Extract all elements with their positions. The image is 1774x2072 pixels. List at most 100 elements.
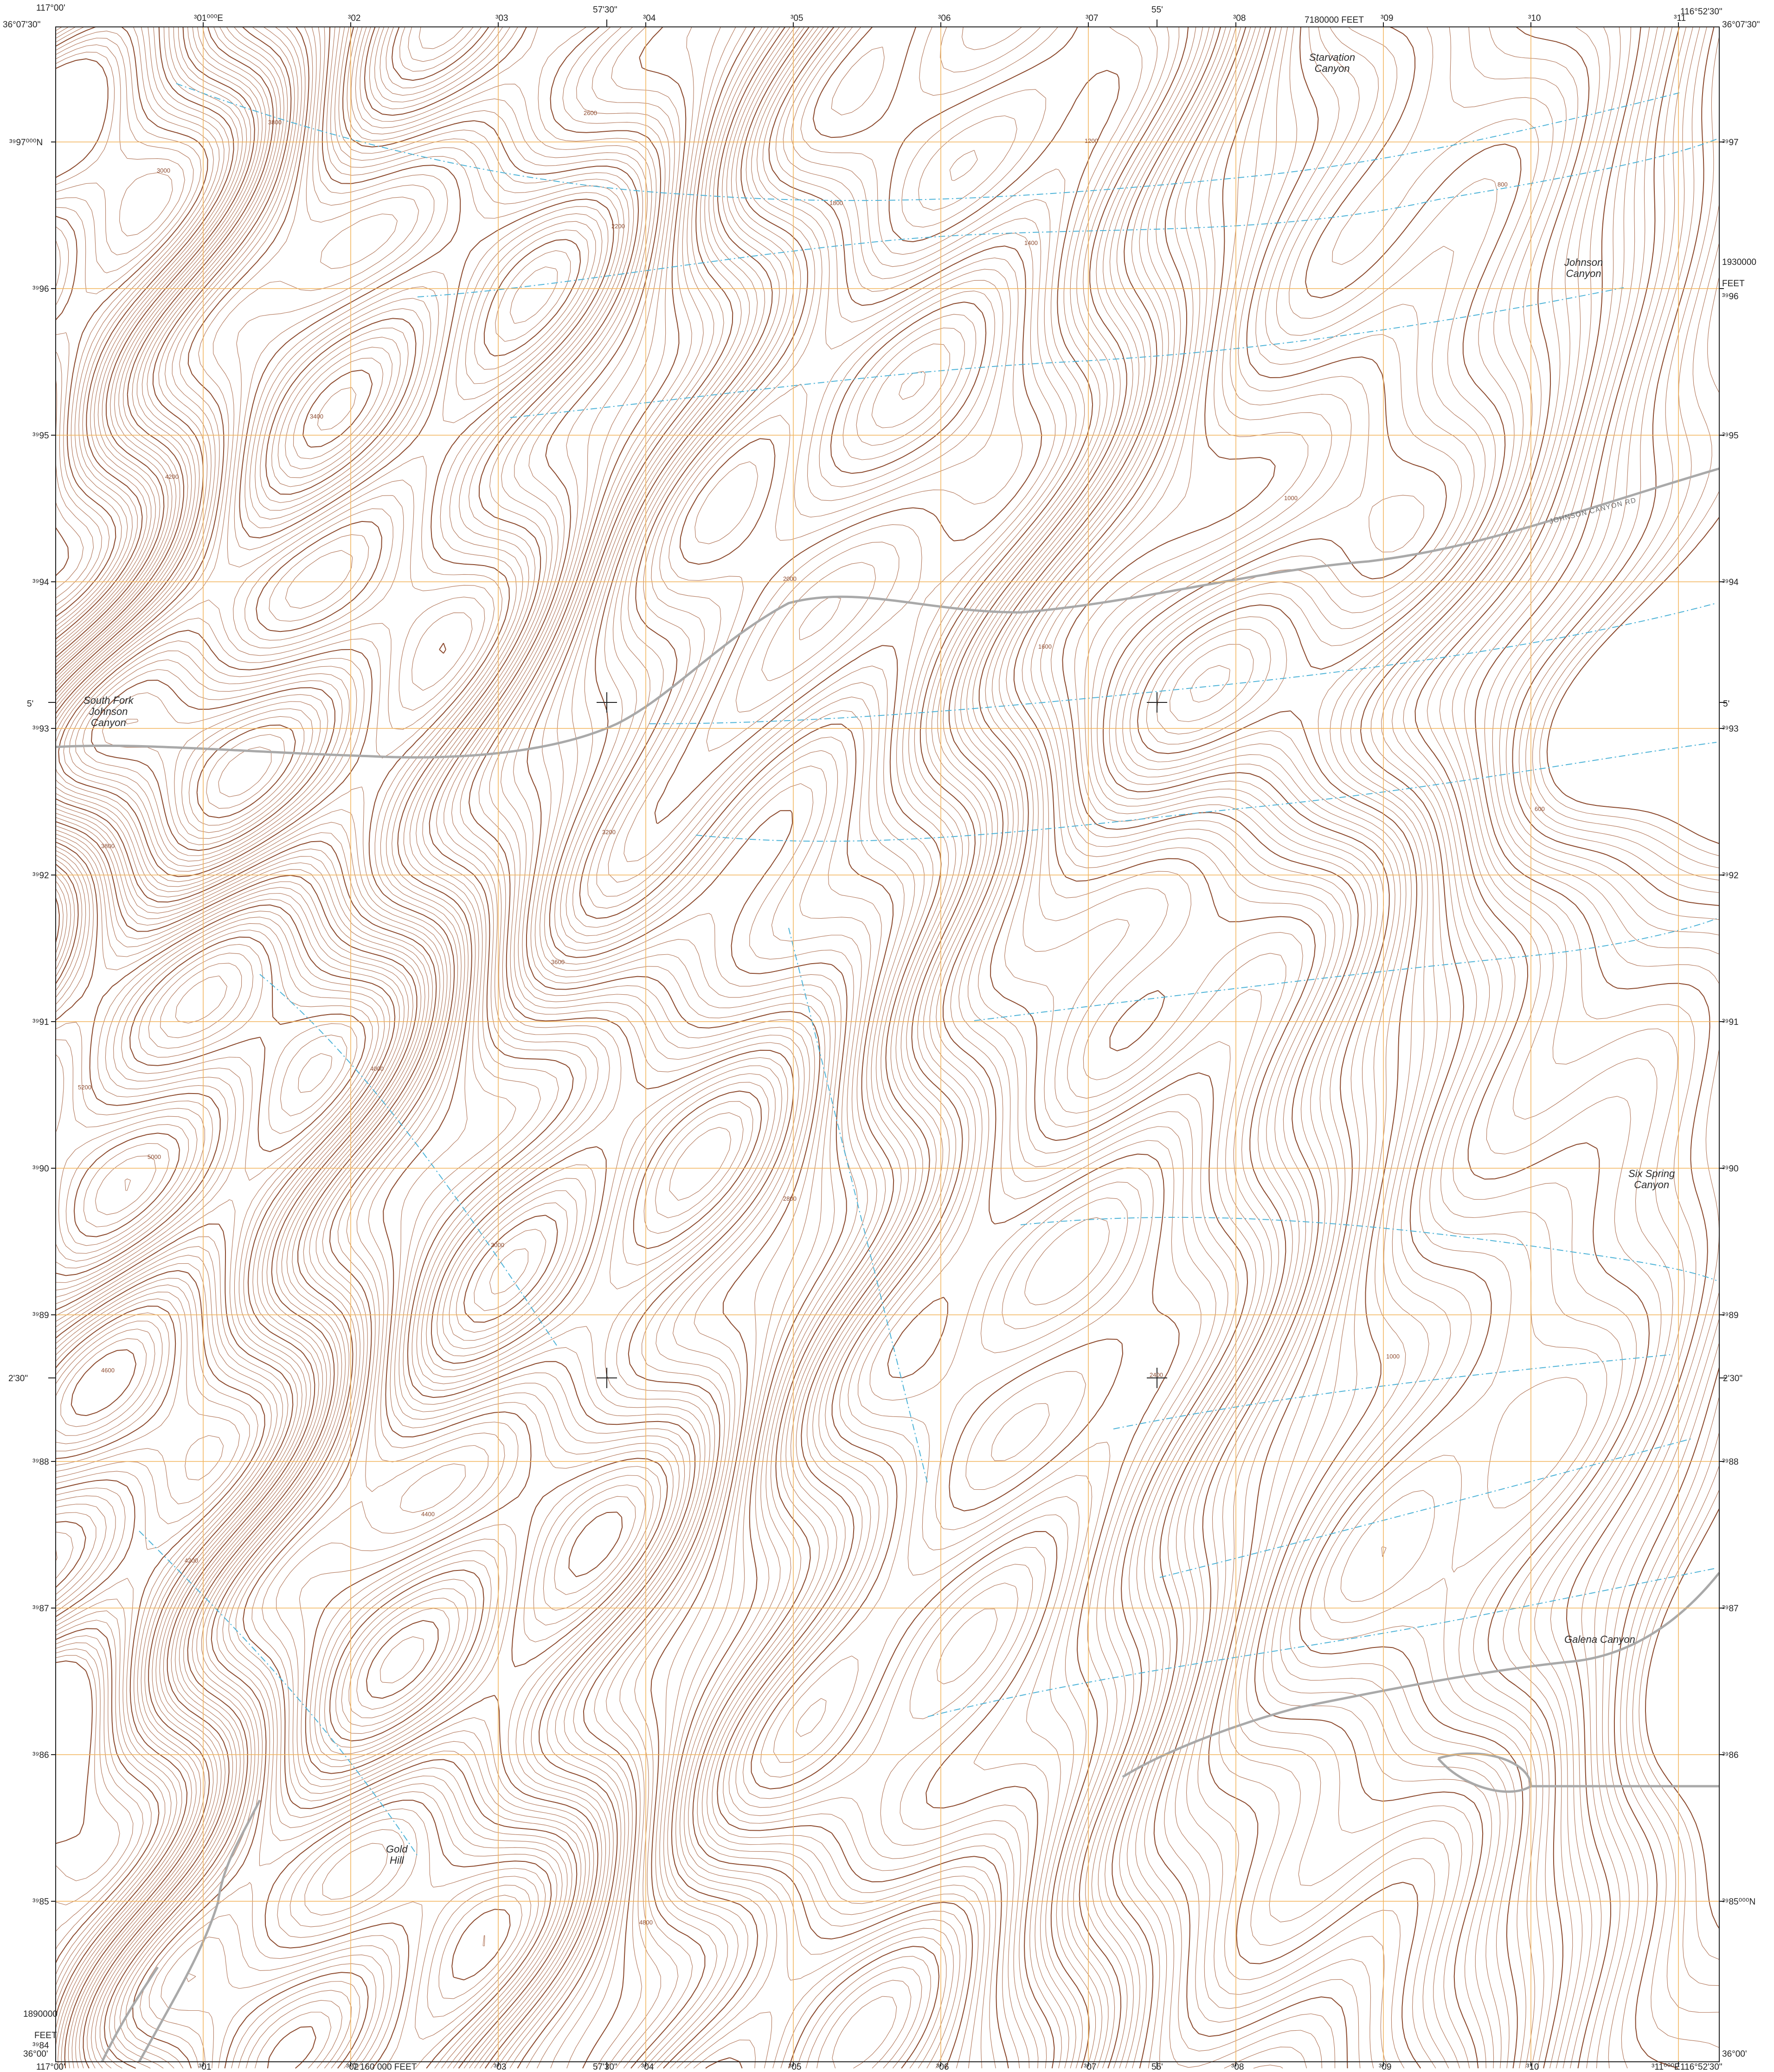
contour-line <box>1439 26 1673 2069</box>
contour-line <box>63 26 636 2069</box>
stream-line <box>417 139 1717 297</box>
contour-label: 1200 <box>1085 137 1098 144</box>
state-plane-top-feet: 7180000 FEET <box>1305 15 1364 25</box>
contour-label: 3600 <box>551 959 565 965</box>
northing-right: ³⁹91 <box>1722 1017 1739 1027</box>
contour-label: 600 <box>1535 805 1545 812</box>
contour-line <box>1512 26 1720 2069</box>
contour-line <box>1381 26 1637 2069</box>
northing-right: ³⁹95 <box>1722 431 1739 441</box>
northing-right: ³⁹85⁰⁰⁰N <box>1722 1897 1756 1907</box>
contour-line <box>796 26 1170 2069</box>
contour-line <box>1499 26 1720 2069</box>
crosshair <box>1147 1368 1167 1388</box>
contour-line <box>1109 26 1462 2069</box>
contour-label: 1800 <box>829 199 843 206</box>
lat-tick-right-5: 5' <box>1723 699 1730 709</box>
corner-top-left-lat: 36°07'30" <box>3 20 41 30</box>
easting-bottom: ³03 <box>494 2062 507 2072</box>
place-name-line: Gold <box>386 1843 408 1855</box>
contour-line <box>1130 26 1498 2069</box>
stream-line <box>1020 1216 1717 1281</box>
lon-tick-top-55: 55' <box>1151 5 1163 15</box>
lon-tick-top-5730: 57'30" <box>593 5 617 15</box>
contour-line <box>489 26 912 2069</box>
contour-line <box>1091 26 1388 2069</box>
contour-label: 1400 <box>1024 239 1038 246</box>
northing-left: ³⁹94 <box>32 578 49 587</box>
contour-label: 3000 <box>157 167 170 174</box>
contour-line <box>1013 26 1316 2069</box>
contour-line <box>1546 517 1720 1929</box>
contour-line <box>55 26 581 2069</box>
northing-right: ³⁹96 <box>1722 292 1739 302</box>
contour-line <box>694 26 1056 2069</box>
contour-line <box>408 26 805 2069</box>
northing-left: ³⁹84 <box>32 2041 49 2051</box>
contour-line <box>1040 26 1344 2069</box>
place-name-line: Galena Canyon <box>1564 1634 1635 1645</box>
contour-line <box>1414 26 1650 2069</box>
contour-label: 4200 <box>185 1557 198 1564</box>
contour-line <box>623 26 1023 2069</box>
contour-line <box>1310 26 1600 2069</box>
easting-top: ³07 <box>1086 13 1099 23</box>
utm-grid <box>56 27 1719 2062</box>
contour-line <box>544 26 931 2069</box>
northing-left: ³⁹89 <box>32 1311 49 1320</box>
crosshair-ticks <box>597 692 1167 1388</box>
contour-line <box>181 26 744 2069</box>
easting-bottom: ³04 <box>641 2062 654 2072</box>
state-plane-left-unit: FEET <box>34 2031 57 2040</box>
stream-line <box>259 974 557 1346</box>
northing-left: ³⁹87 <box>32 1604 49 1614</box>
contour-label: 4200 <box>165 473 179 480</box>
contour-line <box>55 26 409 2069</box>
contour-line <box>1030 26 1335 2069</box>
contour-label: 4400 <box>421 1511 435 1518</box>
contour-line <box>196 26 762 2069</box>
contour-line <box>348 26 782 2069</box>
northing-right: ³⁹86 <box>1722 1750 1739 1760</box>
contour-label: 2600 <box>584 109 597 116</box>
northing-left: ³⁹93 <box>32 724 49 734</box>
place-gold-hill: Gold Hill <box>386 1843 408 1866</box>
contour-line <box>654 26 1042 2069</box>
contour-label: 4800 <box>639 1919 653 1926</box>
contour-label: 5000 <box>148 1153 161 1160</box>
contour-line <box>75 26 654 2069</box>
contour-line <box>55 51 173 1881</box>
contour-line <box>379 26 799 2069</box>
state-plane-right-value: 1930000 <box>1722 257 1756 267</box>
contour-line <box>1525 204 1720 2013</box>
lat-tick-left-5: 5' <box>27 699 34 709</box>
contour-line <box>1137 26 1522 2069</box>
place-johnson-canyon: Johnson Canyon <box>1564 257 1603 279</box>
contour-line <box>751 26 1120 2069</box>
northing-right: ³⁹92 <box>1722 871 1739 881</box>
northing-right: ³⁹89 <box>1722 1311 1739 1320</box>
contour-line <box>418 26 810 2069</box>
stream-line <box>927 1568 1717 1717</box>
contour-line <box>102 26 674 2069</box>
road-line <box>101 1966 159 2063</box>
contour-line <box>1115 26 1475 2069</box>
road-line <box>55 467 1720 759</box>
contour-line <box>55 44 185 1905</box>
contour-label: 2800 <box>783 1195 797 1202</box>
contour-line <box>554 26 947 2069</box>
contour-line <box>540 26 922 2069</box>
contour-label: 4600 <box>101 1367 115 1374</box>
contour-line <box>1156 26 1554 2069</box>
contour-line <box>55 26 258 2006</box>
contour-label: 4000 <box>370 1065 384 1072</box>
contour-line <box>999 26 1286 2069</box>
contour-label: 1000 <box>1386 1353 1400 1360</box>
state-plane-right-unit: FEET <box>1722 279 1745 289</box>
contour-line <box>55 26 558 2069</box>
contour-line <box>985 26 1256 2069</box>
place-name-line: South Fork <box>84 695 134 706</box>
easting-top: ³04 <box>643 13 656 23</box>
contour-line <box>55 26 589 2069</box>
